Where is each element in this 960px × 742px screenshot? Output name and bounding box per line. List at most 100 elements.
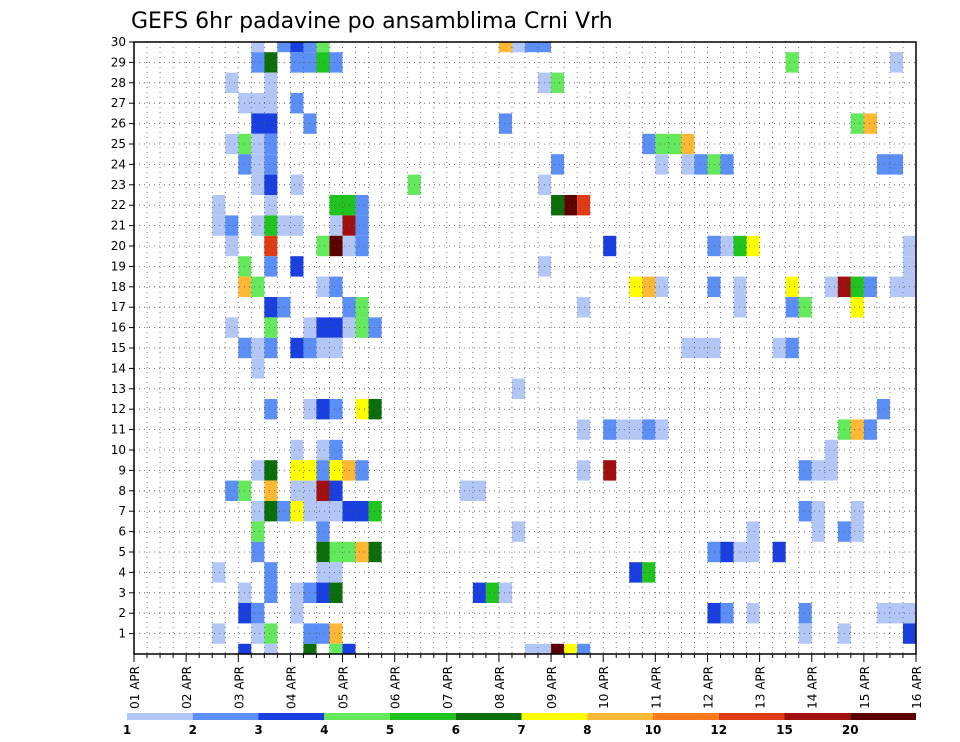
y-tick-label: 26: [111, 117, 126, 131]
heatmap-cell: [655, 419, 669, 440]
heatmap-cell: [707, 154, 721, 175]
colorbar-label: 7: [517, 723, 525, 737]
heatmap-cell: [681, 154, 695, 175]
y-tick-label: 17: [111, 300, 126, 314]
heatmap-cell: [694, 154, 708, 175]
grid-lines: [134, 42, 916, 654]
colorbar-label: 8: [583, 723, 591, 737]
heatmap-cell: [798, 623, 812, 644]
y-tick-label: 11: [111, 423, 126, 437]
heatmap-cell: [329, 195, 356, 216]
colorbar-swatch: [324, 713, 390, 720]
heatmap-cell: [329, 623, 343, 644]
heatmap-cell: [316, 460, 330, 481]
heatmap-cell: [329, 460, 343, 481]
heatmap-cell: [264, 72, 278, 93]
heatmap-cell: [733, 276, 747, 297]
y-tick-label: 19: [111, 259, 126, 273]
heatmap-cell: [850, 276, 864, 297]
heatmap-cell: [290, 439, 304, 461]
heatmap-cell: [303, 623, 330, 644]
heatmap-cell: [329, 276, 343, 297]
heatmap-cell: [212, 195, 226, 216]
heatmap-cell: [746, 603, 760, 624]
y-tick-label: 5: [118, 545, 126, 559]
heatmap-cell: [551, 72, 565, 93]
heatmap-cell: [707, 603, 721, 624]
heatmap-cell: [251, 603, 265, 624]
heatmap-cell: [511, 378, 525, 399]
heatmap-cell: [329, 215, 343, 236]
heatmap-cell: [459, 480, 486, 501]
heatmap-cell: [290, 460, 317, 481]
heatmap-cell: [824, 439, 838, 461]
colorbar-swatch: [850, 713, 916, 720]
x-tick-label: 04 APR: [284, 666, 298, 709]
heatmap-cell: [251, 358, 265, 379]
heatmap-cell: [316, 276, 330, 297]
heatmap-cell: [290, 256, 304, 277]
heatmap-cell: [720, 235, 734, 257]
colorbar-label: 2: [189, 723, 197, 737]
heatmap-cell: [355, 215, 369, 236]
y-tick-label: 3: [118, 586, 126, 600]
heatmap-cell: [264, 256, 278, 277]
heatmap-cell: [290, 174, 304, 195]
heatmap-cell: [251, 460, 265, 481]
y-tick-label: 15: [111, 341, 126, 355]
colorbar-label: 12: [710, 723, 727, 737]
heatmap-cell: [824, 276, 838, 297]
heatmap-cell: [850, 521, 864, 542]
heatmap-cell: [212, 623, 226, 644]
heatmap-cell: [642, 133, 656, 155]
x-tick-label: 02 APR: [180, 666, 194, 709]
heatmap-cell: [264, 337, 278, 359]
y-tick-label: 18: [111, 280, 126, 294]
y-tick-label: 6: [118, 525, 126, 539]
heatmap-cell: [264, 133, 278, 155]
heatmap-cell: [316, 541, 330, 563]
heatmap-cell: [707, 276, 721, 297]
heatmap-cell: [889, 52, 903, 73]
heatmap-cell: [264, 154, 278, 175]
x-tick-label: 13 APR: [754, 666, 768, 709]
heatmap-cell: [264, 643, 278, 654]
heatmap-cell: [251, 521, 265, 542]
heatmap-cell: [798, 603, 812, 624]
heatmap-cell: [316, 480, 330, 501]
x-tick-label: 03 APR: [232, 666, 246, 709]
x-tick-label: 08 APR: [493, 666, 507, 709]
heatmap-cell: [798, 501, 812, 522]
heatmap-cell: [290, 93, 304, 114]
heatmap-cell: [264, 480, 278, 501]
heatmap-cell: [577, 419, 591, 440]
heatmap-cell: [368, 399, 382, 420]
x-tick-label: 11 APR: [649, 666, 663, 709]
colorbar-swatch: [455, 713, 522, 720]
heatmap-cell: [329, 643, 343, 654]
colorbar-label: 20: [842, 723, 859, 737]
heatmap-cell: [316, 582, 330, 603]
colorbar-swatch: [390, 713, 456, 720]
colorbar-swatch: [718, 713, 785, 720]
heatmap-cell: [290, 480, 317, 501]
heatmap-cell: [355, 317, 369, 338]
heatmap-cell: [642, 562, 656, 583]
heatmap-cell: [251, 133, 265, 155]
heatmap-cell: [316, 42, 330, 53]
colorbar-swatch: [653, 713, 719, 720]
heatmap-cell: [264, 297, 278, 318]
heatmap-cell: [290, 603, 304, 624]
x-tick-label: 01 APR: [128, 666, 142, 709]
y-tick-label: 4: [118, 565, 126, 579]
heatmap-cell: [551, 195, 565, 216]
heatmap-cell: [316, 439, 330, 461]
heatmap-cell: [733, 235, 747, 257]
heatmap-cell: [264, 317, 278, 338]
y-tick-label: 23: [111, 178, 126, 192]
heatmap-cell: [681, 133, 695, 155]
heatmap-cell: [329, 480, 343, 501]
heatmap-cell: [212, 562, 226, 583]
x-tick-label: 15 APR: [858, 666, 872, 709]
